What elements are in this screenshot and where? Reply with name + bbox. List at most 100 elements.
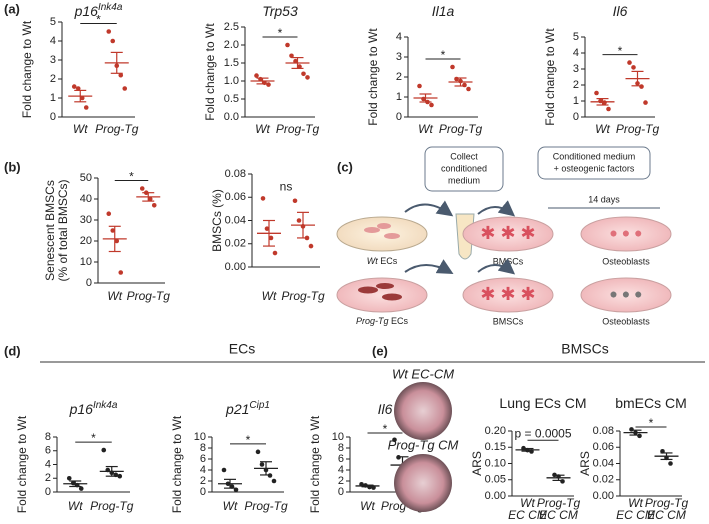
x-tick-label: Wt [255, 122, 270, 136]
data-point [627, 60, 632, 65]
y-tick-label: 0 [50, 111, 56, 123]
data-point [296, 218, 302, 223]
y-tick-label: 2 [573, 79, 579, 91]
data-point [254, 73, 259, 78]
x-tick-label: Prog-Tg [276, 122, 320, 136]
data-point [450, 64, 455, 70]
y-axis-label: Fold change to Wt [15, 415, 29, 513]
step-text: 14 days [588, 194, 620, 204]
data-point [631, 65, 636, 70]
y-axis-label: Fold change to Wt [366, 28, 380, 126]
panel-label: (d) [4, 343, 21, 358]
dish-label: Prog-Tg ECs [356, 316, 409, 326]
data-point [110, 38, 116, 44]
data-point [151, 203, 157, 208]
cell [376, 283, 394, 289]
title-main: p16 [69, 401, 94, 417]
y-tick-label: 10 [332, 431, 344, 443]
x-tick-label: Prog-Tg [90, 499, 134, 513]
data-point [117, 473, 123, 479]
y-tick-label: 0.04 [593, 457, 614, 469]
y-axis-label: Fold change to Wt [170, 415, 184, 513]
y-tick-label: 0 [45, 486, 51, 498]
cell [364, 227, 380, 233]
cells: ✱ ✱ ✱ [480, 284, 535, 304]
y-tick-label: 1 [50, 92, 56, 104]
cell [358, 286, 378, 294]
y-tick-label: 0.06 [593, 441, 614, 453]
arrow [404, 259, 454, 274]
x-tick-label: Wt [520, 496, 535, 510]
y-tick-label: 2 [200, 475, 206, 487]
step-box [424, 146, 504, 192]
y-tick-label: 10 [80, 256, 92, 268]
panel-label: (c) [337, 159, 353, 174]
significance-label: * [96, 13, 101, 27]
x-tick-label: Wt [107, 289, 122, 303]
photo [394, 382, 452, 440]
x-tick-label: Prog-Tg [244, 499, 288, 513]
data-point [260, 196, 266, 201]
y-tick-label: 1 [396, 91, 402, 103]
cells: ✱ ✱ ✱ [480, 223, 535, 243]
significance-label: * [278, 26, 283, 40]
data-point [305, 75, 310, 80]
dish [580, 216, 672, 252]
y-tick-label: 3 [573, 63, 579, 75]
y-tick-label: 3 [396, 51, 402, 63]
y-axis-label: Senescent BMSCs [43, 180, 57, 281]
chart-title: Trp53 [262, 3, 298, 19]
y-tick-label: 0.5 [224, 93, 239, 105]
y-tick-label: 6 [45, 445, 51, 457]
x-tick-sublabel: EC CM [539, 508, 578, 522]
chart-title: p16Ink4a [69, 400, 118, 417]
y-tick-label: 4 [50, 35, 56, 47]
data-point [255, 449, 261, 455]
dish [580, 277, 672, 313]
x-tick-label: Prog-Tg [281, 289, 325, 303]
data-point [637, 433, 642, 439]
y-tick-label: 0 [86, 277, 92, 289]
data-point [147, 196, 153, 202]
data-point [78, 486, 84, 491]
data-point [289, 53, 294, 59]
x-tick-label: Prog-Tg [95, 122, 139, 136]
y-tick-label: 5 [50, 16, 56, 28]
arrow [404, 200, 454, 217]
y-tick-label: 0.10 [485, 457, 506, 469]
y-tick-label: 1 [573, 95, 579, 107]
photo [394, 454, 452, 512]
y-tick-label: 30 [80, 214, 92, 226]
arrow [477, 258, 516, 275]
title-main: Il6 [378, 401, 393, 417]
y-tick-label: 0 [338, 486, 344, 498]
y-tick-label: 8 [338, 442, 344, 454]
dish-label-rest: ECs [380, 256, 398, 266]
step-box [537, 146, 651, 180]
y-tick-label: 5 [573, 31, 579, 43]
y-tick-label: 6 [200, 453, 206, 465]
y-tick-label: 50 [80, 172, 92, 184]
dish-label: Osteoblasts [602, 316, 650, 326]
dish [336, 277, 428, 313]
data-point [66, 475, 72, 481]
y-tick-label: 20 [80, 235, 92, 247]
dish [336, 216, 428, 252]
dish-label: BMSCs [493, 316, 524, 326]
x-tick-sublabel: EC CM [647, 508, 686, 522]
y-tick-label: 4 [338, 464, 344, 476]
significance-label: ns [280, 180, 293, 194]
data-point [264, 226, 270, 231]
data-point [417, 83, 422, 89]
arrow [477, 200, 516, 217]
chart-title: Il6 [613, 3, 628, 19]
data-point [221, 467, 227, 473]
y-tick-label: 0.00 [225, 261, 246, 273]
y-tick-label: 1.0 [224, 75, 239, 87]
significance-label: * [441, 48, 446, 62]
y-tick-label: 4 [396, 31, 402, 43]
x-tick-label: Prog-Tg [645, 496, 689, 510]
y-tick-label: 0.04 [225, 214, 246, 226]
title-sup: Ink4a [93, 400, 118, 411]
